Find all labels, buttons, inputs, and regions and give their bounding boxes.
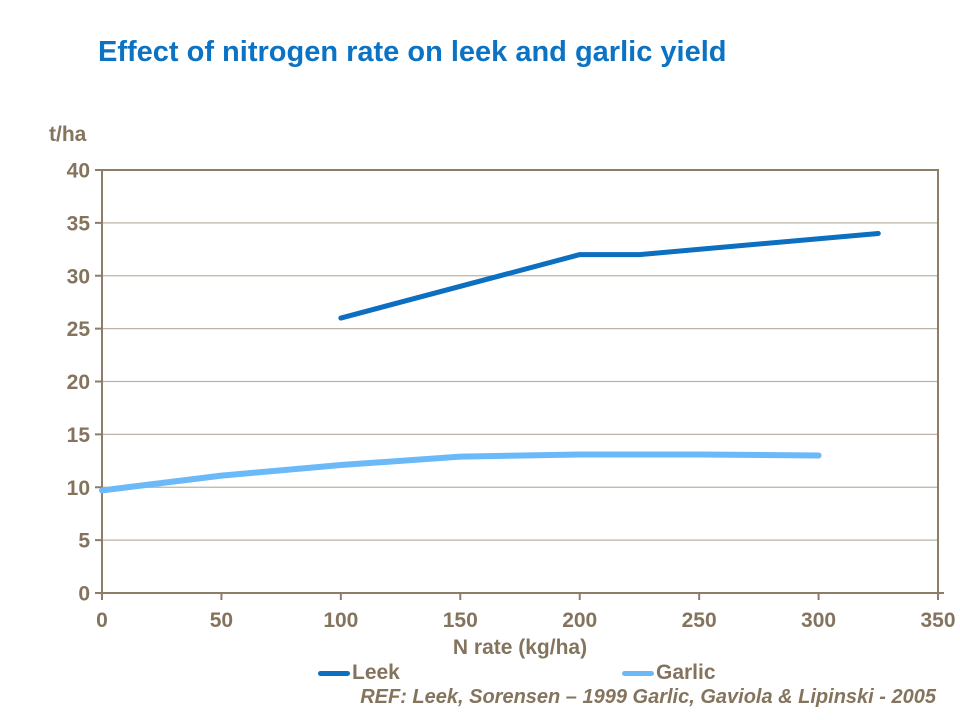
y-axis-unit-label: t/ha: [49, 123, 87, 146]
y-tick-label: 25: [67, 318, 91, 341]
reference-text: REF: Leek, Sorensen – 1999 Garlic, Gavio…: [360, 686, 936, 708]
y-tick-label: 0: [78, 583, 90, 606]
chart-title: Effect of nitrogen rate on leek and garl…: [98, 36, 727, 68]
x-tick-label: 150: [443, 609, 478, 632]
legend-label-garlic: Garlic: [656, 661, 716, 684]
x-tick-label: 250: [682, 609, 717, 632]
legend-label-leek: Leek: [352, 661, 400, 684]
garlic-line-swatch: [622, 670, 654, 676]
x-tick-label: 50: [210, 609, 233, 632]
garlic-line: [99, 451, 822, 494]
y-tick-label: 5: [78, 530, 90, 553]
x-tick-label: 0: [96, 609, 108, 632]
leek-line: [338, 230, 881, 321]
y-tick-label: 35: [67, 212, 91, 235]
x-tick-label: 200: [562, 609, 597, 632]
leek-line-swatch: [318, 670, 350, 676]
x-tick-label: 350: [920, 609, 955, 632]
legend-item-leek: Leek: [318, 660, 400, 686]
y-tick-label: 30: [67, 265, 90, 288]
y-tick-label: 15: [67, 424, 91, 447]
y-tick-label: 10: [67, 477, 90, 500]
legend-item-garlic: Garlic: [622, 660, 716, 686]
y-tick-label: 20: [67, 371, 90, 394]
y-tick-label: 40: [67, 160, 90, 183]
x-tick-label: 300: [801, 609, 836, 632]
x-tick-label: 100: [323, 609, 358, 632]
x-axis-title: N rate (kg/ha): [452, 636, 588, 659]
